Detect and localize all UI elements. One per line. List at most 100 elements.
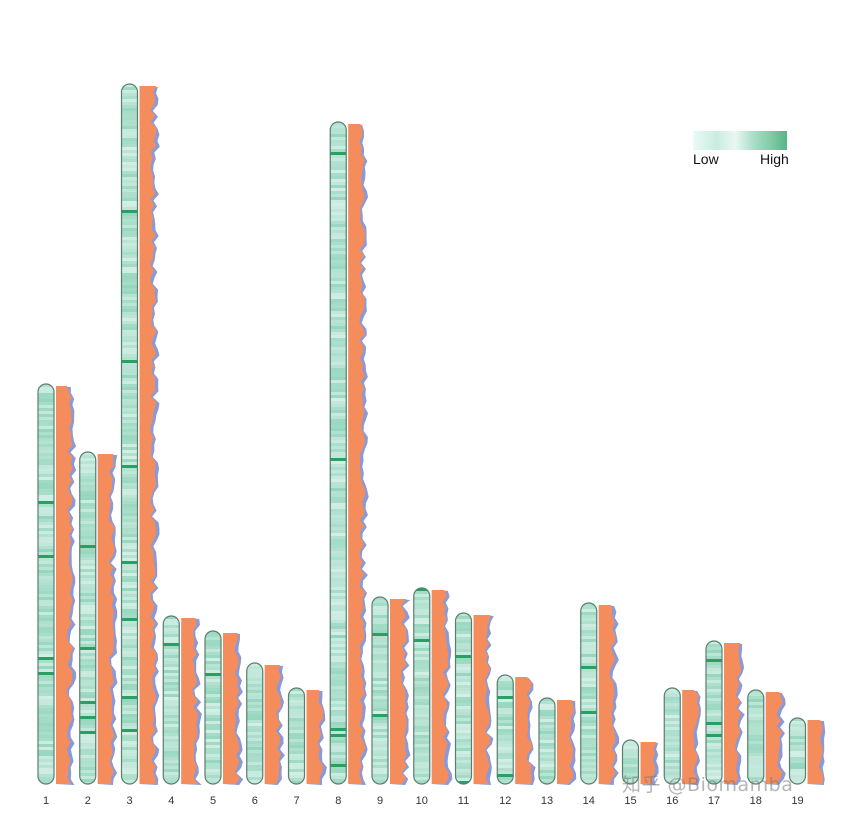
density-histogram-primary <box>306 690 324 784</box>
density-bands <box>413 588 430 784</box>
chromosome-label-18: 18 <box>750 795 762 807</box>
chromosome-10 <box>413 587 453 785</box>
chromosome-18 <box>747 689 786 785</box>
density-bands <box>205 631 221 784</box>
density-histogram-primary <box>348 124 366 784</box>
chromosome-outline <box>287 687 306 785</box>
chromosome-outline <box>496 674 514 785</box>
chromosome-outline <box>788 717 807 785</box>
chromosome-label-12: 12 <box>499 795 511 807</box>
density-bands <box>330 122 347 784</box>
chromosome-8 <box>329 121 369 785</box>
density-bands <box>288 688 305 784</box>
chromosome-4 <box>162 615 202 785</box>
density-histogram-primary <box>473 615 491 784</box>
chromosome-13 <box>538 697 577 785</box>
chromosome-11 <box>454 612 494 785</box>
density-histogram-primary <box>431 590 449 784</box>
density-bands <box>622 740 639 784</box>
chromosome-label-10: 10 <box>416 795 428 807</box>
chromosome-label-5: 5 <box>210 795 216 807</box>
chromosome-outline <box>580 602 598 785</box>
density-bands <box>664 688 681 784</box>
density-histogram-primary <box>724 643 741 784</box>
chromosome-group <box>37 83 826 785</box>
chromosome-label-14: 14 <box>583 795 595 807</box>
chromosome-label-1: 1 <box>43 795 49 807</box>
chromosome-outline <box>37 383 55 785</box>
density-histogram-primary <box>640 742 657 784</box>
legend-high-label: High <box>760 151 789 167</box>
chromosome-17 <box>705 640 745 785</box>
density-histogram-primary <box>682 690 700 784</box>
density-histogram-primary <box>97 454 115 784</box>
density-bands <box>706 641 722 784</box>
density-bands <box>372 597 388 784</box>
chromosome-15 <box>621 739 659 785</box>
chromosome-12 <box>496 674 536 785</box>
chromosome-label-6: 6 <box>252 795 258 807</box>
chromosome-outline <box>621 739 640 785</box>
chromosome-label-group: 1 2 3 4 5 6 7 8 9 10 11 12 13 14 15 16 17 18 19 <box>43 795 804 807</box>
density-histogram-primary <box>765 692 783 784</box>
watermark: 知乎 @Biomamba <box>622 774 794 796</box>
chromosome-label-11: 11 <box>458 795 469 807</box>
density-bands <box>38 384 54 784</box>
density-bands <box>163 616 180 784</box>
density-legend: Low High <box>693 131 789 167</box>
chromosome-6 <box>246 662 285 785</box>
chromosome-19 <box>788 717 826 785</box>
chromosome-5 <box>204 630 244 785</box>
chromosome-16 <box>663 687 701 785</box>
chromosome-label-9: 9 <box>377 795 383 807</box>
density-bands <box>79 452 96 784</box>
legend-color-bar <box>693 131 787 150</box>
density-bands <box>497 675 514 784</box>
chromosome-3 <box>120 83 160 785</box>
chromosome-outline <box>705 640 723 785</box>
density-histogram-primary <box>264 665 282 784</box>
chromosome-outline <box>120 83 139 785</box>
chromosome-label-7: 7 <box>293 795 299 807</box>
density-histogram-primary <box>557 700 574 784</box>
chromosome-label-15: 15 <box>624 795 636 807</box>
chromosome-label-16: 16 <box>666 795 678 807</box>
legend-low-label: Low <box>693 151 720 167</box>
chromosome-outline <box>162 615 180 785</box>
chromosome-label-19: 19 <box>791 795 803 807</box>
chromosome-outline <box>413 587 431 785</box>
chromosome-7 <box>287 687 327 785</box>
chromosome-outline <box>747 689 765 785</box>
density-histogram-primary <box>223 633 240 784</box>
density-bands <box>539 698 555 784</box>
chromosome-outline <box>329 121 347 785</box>
chromosome-outline <box>246 662 264 785</box>
chromosome-9 <box>371 596 411 785</box>
chromosome-label-3: 3 <box>126 795 132 807</box>
density-histogram-primary <box>56 386 73 784</box>
chromosome-label-8: 8 <box>335 795 341 807</box>
density-bands <box>246 663 263 784</box>
chromosome-label-2: 2 <box>85 795 91 807</box>
chromosome-14 <box>580 602 620 785</box>
chromosome-outline <box>79 451 97 785</box>
chromosome-outline <box>454 612 473 785</box>
chromosome-outline <box>371 596 389 785</box>
density-bands <box>455 613 472 784</box>
density-bands <box>789 718 806 784</box>
density-bands <box>121 84 138 784</box>
chromosome-outline <box>204 630 222 785</box>
chromosome-2 <box>79 451 118 785</box>
chromosome-label-17: 17 <box>708 795 720 807</box>
density-histogram-primary <box>139 86 157 784</box>
chromosome-label-4: 4 <box>168 795 174 807</box>
density-histogram-primary <box>390 599 407 784</box>
density-bands <box>747 690 764 784</box>
chromosome-outline <box>538 697 556 785</box>
density-histogram-primary <box>598 605 616 784</box>
chromosome-1 <box>37 383 77 785</box>
chromosome-outline <box>663 687 681 785</box>
density-bands <box>580 603 597 784</box>
density-histogram-primary <box>515 677 533 784</box>
